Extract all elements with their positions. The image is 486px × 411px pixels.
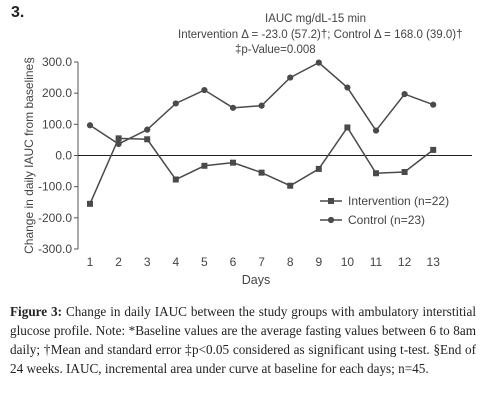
x-tick-label: 8 [287, 255, 294, 269]
data-point [401, 169, 408, 176]
data-point [344, 124, 351, 131]
data-point [115, 135, 122, 142]
y-tick-label: -100.0 [38, 180, 72, 194]
data-point [373, 170, 379, 177]
data-point [201, 162, 208, 169]
legend: Intervention (n=22) Control (n=23) [320, 194, 449, 227]
data-point [172, 176, 179, 183]
legend-label: Control (n=23) [348, 213, 425, 227]
data-point [144, 126, 151, 133]
x-tick-label: 5 [201, 255, 208, 269]
legend-marker [327, 216, 335, 224]
x-tick-label: 4 [172, 255, 179, 269]
data-point [258, 169, 265, 176]
data-point [315, 165, 322, 172]
axes [74, 61, 472, 250]
x-tick-label: 3 [144, 255, 151, 269]
x-tick-label: 9 [315, 255, 322, 269]
data-point [201, 86, 208, 94]
annotation-title: IAUC mg/dL-15 min [265, 13, 366, 25]
x-tick-label: 6 [230, 255, 237, 269]
data-point [401, 91, 408, 98]
legend-item: Control (n=23) [320, 213, 425, 227]
series-line [89, 126, 434, 205]
x-tick-label: 2 [115, 255, 122, 269]
x-tick-label: 1 [87, 255, 94, 269]
x-tick-label: 12 [398, 255, 412, 269]
series-control [86, 59, 437, 148]
data-point [372, 127, 380, 134]
x-tick-label: 13 [427, 255, 441, 269]
legend-marker [328, 198, 334, 204]
legend-item: Intervention (n=22) [320, 194, 449, 208]
annotation-pvalue: ‡p-Value=0.008 [235, 44, 316, 56]
data-point [287, 74, 294, 81]
data-point [86, 122, 94, 129]
data-point [315, 59, 322, 66]
data-point [344, 84, 351, 91]
figure-caption: Figure 3: Change in daily IAUC between t… [10, 302, 476, 378]
y-tick-label: -200.0 [38, 211, 72, 225]
legend-label: Intervention (n=22) [348, 194, 449, 208]
data-point [258, 102, 265, 109]
series-intervention [87, 124, 437, 207]
panel-label: 3. [11, 4, 25, 21]
y-tick-label: 100.0 [42, 117, 72, 131]
x-axis-title: Days [242, 273, 270, 287]
y-tick-label: 0.0 [55, 149, 72, 163]
caption-label: Figure 3: [10, 304, 63, 319]
x-tick-label: 11 [370, 255, 383, 269]
x-tick-label: 7 [258, 255, 265, 269]
y-tick-label: 300.0 [42, 55, 72, 69]
data-point [430, 101, 437, 108]
x-tick-label: 10 [341, 255, 355, 269]
y-tick-label: 200.0 [42, 86, 72, 100]
data-point [144, 136, 151, 143]
data-point [229, 104, 237, 111]
data-point [230, 159, 236, 166]
caption-text: Change in daily IAUC between the study g… [10, 304, 476, 376]
data-point [115, 140, 122, 148]
data-point [287, 182, 294, 189]
series-layer [86, 59, 437, 207]
data-point [172, 100, 179, 107]
data-point [87, 200, 93, 207]
data-point [430, 146, 437, 153]
y-axis-title: Change in daily IAUC from baseline§ [22, 57, 36, 254]
annotation-stats: Intervention Δ = -23.0 (57.2)†; Control … [178, 29, 463, 41]
y-tick-label: -300.0 [38, 242, 72, 256]
